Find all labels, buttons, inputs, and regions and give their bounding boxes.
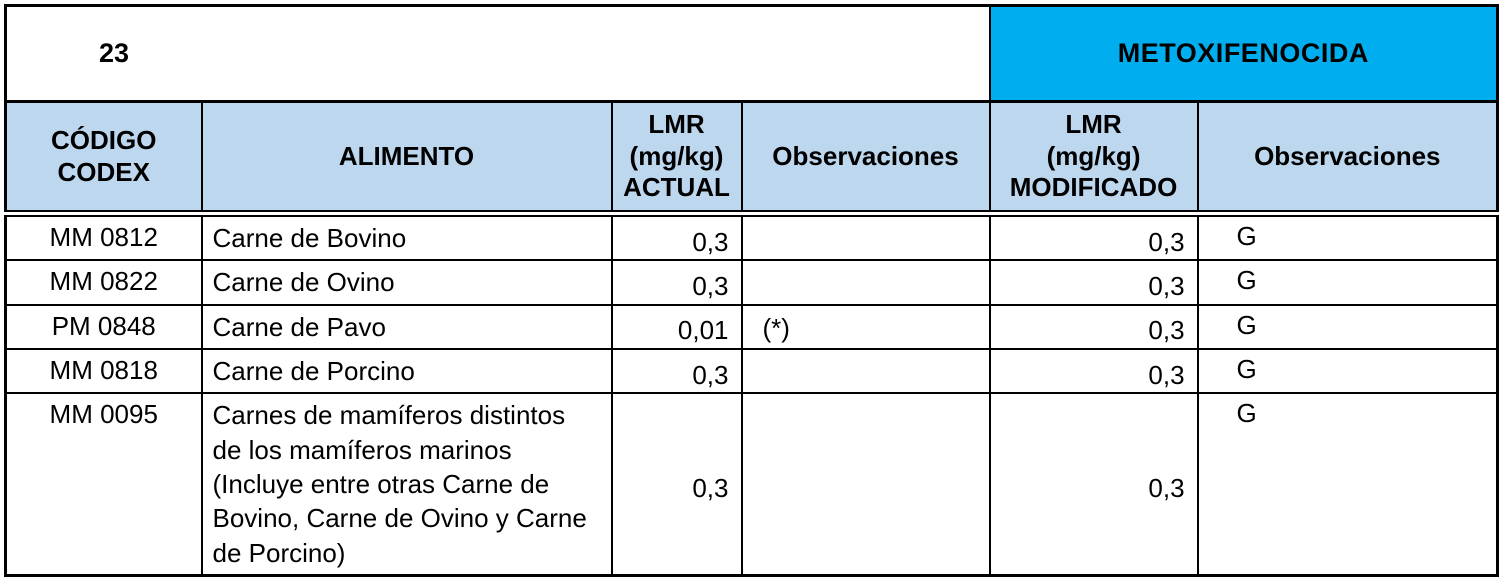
codigo-cell: MM 0818 bbox=[4, 347, 203, 395]
alimento-cell: Carne de Porcino bbox=[200, 347, 613, 395]
lmr-modificado-cell: 0,3 bbox=[988, 392, 1199, 577]
lmr-table: 23 METOXIFENOCIDA CÓDIGO CODEX ALIMENTO … bbox=[4, 4, 1500, 577]
column-header-observaciones-modificado: Observaciones bbox=[1196, 100, 1499, 217]
lmr-actual-cell: 0,01 bbox=[610, 303, 743, 350]
table-row: MM 0095 Carnes de mamíferos distintos de… bbox=[4, 392, 1499, 577]
obs-actual-cell bbox=[740, 259, 991, 306]
alimento-cell: Carne de Pavo bbox=[200, 303, 613, 350]
obs-actual-cell bbox=[740, 392, 991, 577]
lmr-actual-cell: 0,3 bbox=[610, 259, 743, 306]
table-row: MM 0822 Carne de Ovino 0,3 0,3 G bbox=[4, 259, 1499, 306]
obs-modificado-cell: G bbox=[1196, 392, 1499, 577]
lmr-modificado-cell: 0,3 bbox=[988, 259, 1199, 306]
table-row: PM 0848 Carne de Pavo 0,01 (*) 0,3 G bbox=[4, 303, 1499, 350]
column-header-codigo-codex: CÓDIGO CODEX bbox=[4, 100, 203, 217]
obs-actual-cell: (*) bbox=[740, 303, 991, 350]
lmr-modificado-cell: 0,3 bbox=[988, 347, 1199, 395]
obs-modificado-cell: G bbox=[1196, 347, 1499, 395]
obs-modificado-cell: G bbox=[1196, 303, 1499, 350]
alimento-cell: Carne de Ovino bbox=[200, 259, 613, 306]
title-row: 23 METOXIFENOCIDA bbox=[4, 4, 1499, 103]
alimento-cell: Carnes de mamíferos distintos de los mam… bbox=[200, 392, 613, 577]
codigo-cell: PM 0848 bbox=[4, 303, 203, 350]
codigo-cell: MM 0822 bbox=[4, 259, 203, 306]
codigo-cell: MM 0812 bbox=[4, 212, 203, 262]
obs-modificado-cell: G bbox=[1196, 212, 1499, 262]
codigo-cell: MM 0095 bbox=[4, 392, 203, 577]
column-header-lmr-modificado: LMR (mg/kg) MODIFICADO bbox=[988, 100, 1199, 217]
column-header-row: CÓDIGO CODEX ALIMENTO LMR (mg/kg) ACTUAL… bbox=[4, 100, 1499, 217]
lmr-modificado-cell: 0,3 bbox=[988, 303, 1199, 350]
lmr-actual-cell: 0,3 bbox=[610, 392, 743, 577]
page-number: 23 bbox=[4, 4, 991, 103]
alimento-cell: Carne de Bovino bbox=[200, 212, 613, 262]
table-row: MM 0818 Carne de Porcino 0,3 0,3 G bbox=[4, 347, 1499, 395]
lmr-actual-cell: 0,3 bbox=[610, 347, 743, 395]
pesticide-name-banner: METOXIFENOCIDA bbox=[988, 4, 1499, 103]
column-header-alimento: ALIMENTO bbox=[200, 100, 613, 217]
lmr-modificado-cell: 0,3 bbox=[988, 212, 1199, 262]
table-row: MM 0812 Carne de Bovino 0,3 0,3 G bbox=[4, 212, 1499, 262]
column-header-lmr-actual: LMR (mg/kg) ACTUAL bbox=[610, 100, 743, 217]
lmr-actual-cell: 0,3 bbox=[610, 212, 743, 262]
column-header-observaciones-actual: Observaciones bbox=[740, 100, 991, 217]
obs-actual-cell bbox=[740, 347, 991, 395]
obs-modificado-cell: G bbox=[1196, 259, 1499, 306]
obs-actual-cell bbox=[740, 212, 991, 262]
